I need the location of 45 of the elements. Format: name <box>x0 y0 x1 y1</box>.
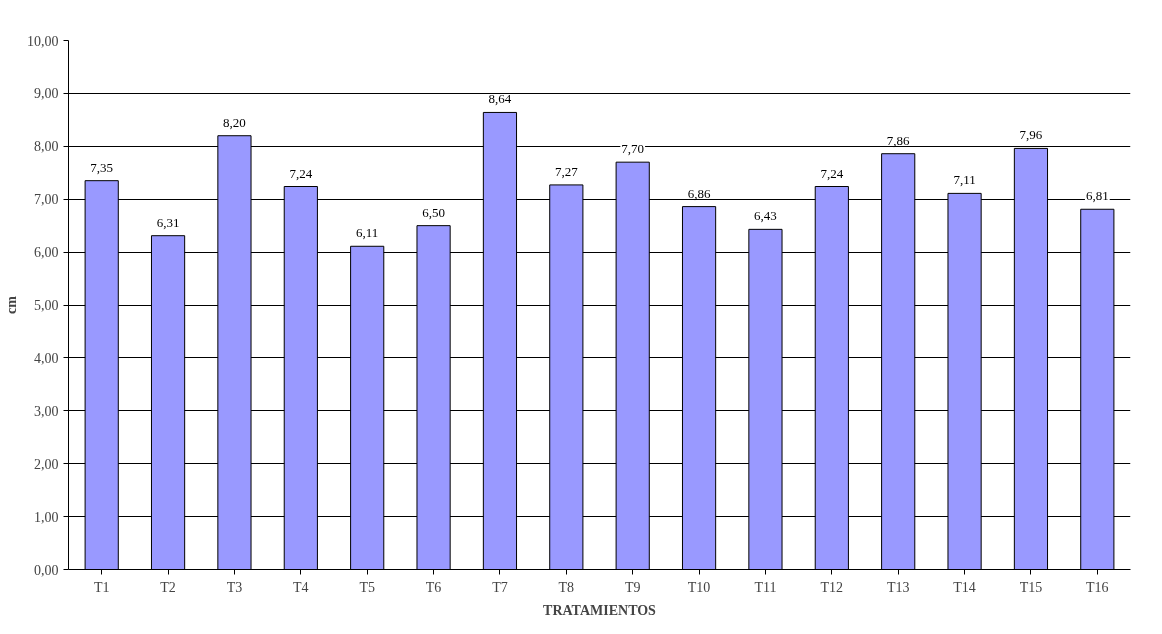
y-tick-label: 4,00 <box>34 350 59 366</box>
x-tick-label: T13 <box>886 579 910 595</box>
x-tick-label: T16 <box>1086 579 1109 595</box>
x-axis-title: TRATAMIENTOS <box>543 602 657 618</box>
data-label: 6,50 <box>422 204 445 220</box>
data-label: 7,24 <box>820 165 844 181</box>
data-label: 7,27 <box>554 163 579 179</box>
x-tick-label: T7 <box>492 579 508 595</box>
x-tick-label: T5 <box>359 579 375 595</box>
y-tick-label: 9,00 <box>34 86 59 102</box>
y-tick-label: 5,00 <box>34 298 59 313</box>
data-label: 6,31 <box>156 214 180 230</box>
x-tick-label: T12 <box>820 579 844 595</box>
data-label: 7,11 <box>953 172 976 188</box>
y-axis-title: cm <box>4 295 19 314</box>
data-label: 7,24 <box>289 165 313 181</box>
data-label: 8,20 <box>223 114 246 130</box>
data-label: 7,70 <box>621 141 645 157</box>
y-tick-label: 8,00 <box>34 139 59 155</box>
data-label: 6,86 <box>687 185 711 201</box>
y-tick-label: 0,00 <box>34 562 59 578</box>
y-tick-label: 3,00 <box>34 403 59 419</box>
x-tick-label: T14 <box>953 579 976 595</box>
x-tick-label: T10 <box>687 579 711 595</box>
data-label: 7,35 <box>90 159 114 175</box>
y-tick-label: 7,00 <box>34 192 59 208</box>
y-tick-label: 1,00 <box>34 509 59 525</box>
data-label: 6,81 <box>1085 188 1109 204</box>
y-tick-label: 2,00 <box>34 456 59 472</box>
x-tick-label: T11 <box>754 579 777 595</box>
x-tick-label: T3 <box>226 579 243 595</box>
data-label: 8,64 <box>488 91 512 107</box>
y-tick-label: 6,00 <box>34 245 59 261</box>
x-tick-label: T6 <box>425 579 442 595</box>
data-label: 6,11 <box>356 225 379 241</box>
data-label: 7,96 <box>1019 127 1043 143</box>
x-tick-label: T4 <box>293 579 309 595</box>
y-tick-label: 10,00 <box>27 33 59 49</box>
x-tick-label: T2 <box>160 579 176 595</box>
data-label: 6,43 <box>754 208 777 224</box>
x-tick-label: T9 <box>624 579 641 595</box>
x-tick-label: T15 <box>1019 579 1043 595</box>
data-label: 7,86 <box>886 132 911 148</box>
x-tick-label: T8 <box>558 579 575 595</box>
x-tick-label: T1 <box>93 579 110 595</box>
